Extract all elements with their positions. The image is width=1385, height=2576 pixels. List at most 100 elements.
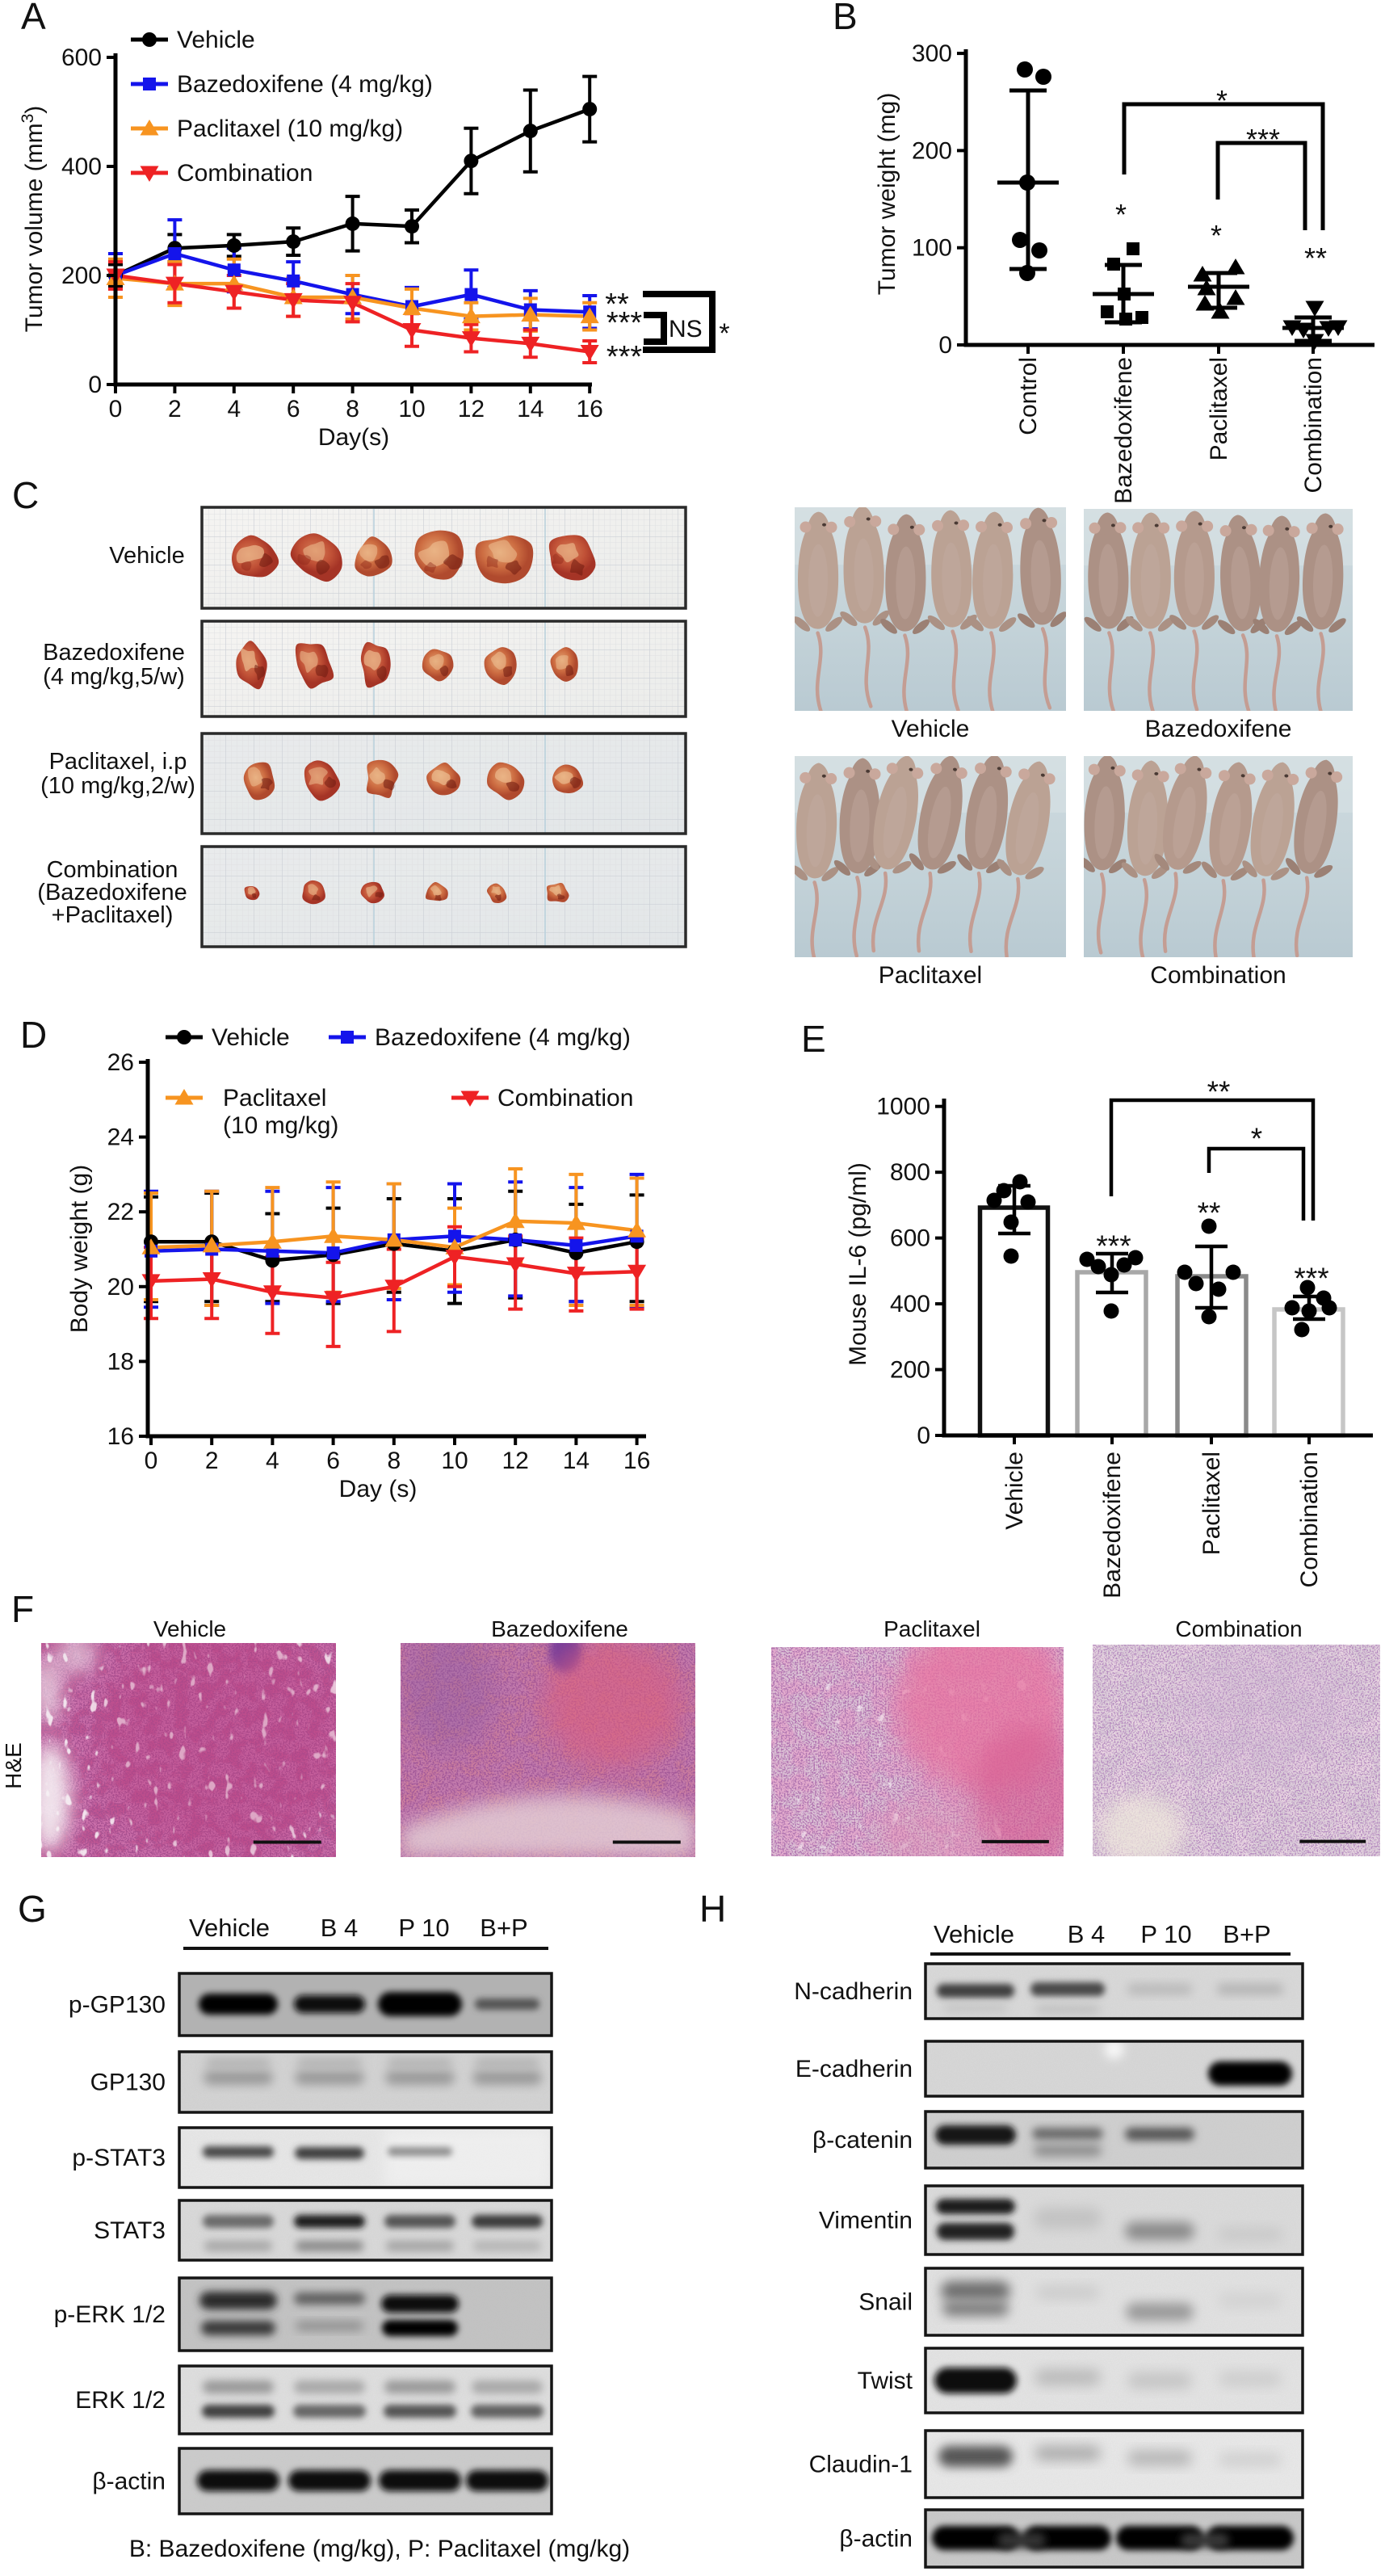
svg-text:600: 600 (890, 1225, 930, 1252)
svg-text:***: *** (1096, 1229, 1131, 1263)
svg-text:6: 6 (287, 396, 300, 422)
svg-text:Day (s): Day (s) (339, 1476, 418, 1502)
svg-text:14: 14 (563, 1448, 590, 1474)
svg-text:STAT3: STAT3 (94, 2217, 166, 2244)
svg-text:0: 0 (109, 396, 123, 422)
svg-text:β-catenin: β-catenin (812, 2127, 913, 2154)
svg-text:N-cadherin: N-cadherin (794, 1978, 913, 2005)
svg-text:Combination: Combination (1296, 1452, 1323, 1587)
svg-text:B: B (833, 0, 858, 37)
svg-text:G: G (18, 1888, 47, 1930)
svg-text:Paclitaxel: Paclitaxel (223, 1085, 326, 1112)
svg-text:4: 4 (266, 1448, 279, 1474)
svg-text:Vehicle: Vehicle (892, 716, 970, 742)
svg-text:10: 10 (398, 396, 425, 422)
svg-text:22: 22 (107, 1199, 134, 1225)
svg-text:E: E (801, 1018, 826, 1060)
svg-text:0: 0 (88, 372, 102, 398)
svg-text:200: 200 (61, 263, 102, 289)
svg-text:400: 400 (890, 1291, 930, 1317)
svg-text:B+P: B+P (480, 1914, 527, 1942)
svg-text:200: 200 (890, 1357, 930, 1384)
svg-text:8: 8 (346, 396, 359, 422)
svg-text:Vehicle: Vehicle (934, 1920, 1014, 1948)
svg-text:Day(s): Day(s) (318, 424, 389, 451)
svg-text:B+P: B+P (1223, 1920, 1270, 1948)
svg-text:***: *** (606, 340, 643, 374)
svg-text:200: 200 (912, 137, 952, 164)
svg-text:F: F (11, 1588, 34, 1630)
svg-text:**: ** (1207, 1075, 1231, 1108)
svg-text:NS: NS (669, 316, 703, 342)
svg-text:14: 14 (517, 396, 544, 422)
svg-text:Paclitaxel (10 mg/kg): Paclitaxel (10 mg/kg) (177, 116, 403, 142)
svg-text:6: 6 (326, 1448, 340, 1474)
svg-text:Control: Control (1015, 357, 1042, 435)
svg-text:Combination: Combination (177, 160, 313, 187)
svg-text:1000: 1000 (876, 1094, 930, 1120)
svg-text:Twist: Twist (858, 2368, 913, 2394)
svg-text:Paclitaxel: Paclitaxel (883, 1616, 980, 1641)
svg-text:H&E: H&E (1, 1742, 26, 1789)
svg-text:2: 2 (168, 396, 182, 422)
svg-text:0: 0 (145, 1448, 158, 1474)
svg-text:24: 24 (107, 1124, 134, 1151)
svg-text:300: 300 (912, 40, 952, 67)
svg-text:**: ** (1304, 242, 1327, 275)
svg-text:GP130: GP130 (90, 2070, 166, 2096)
svg-text:2: 2 (205, 1448, 219, 1474)
svg-text:*: * (1115, 198, 1127, 231)
svg-text:Vehicle: Vehicle (109, 543, 185, 569)
svg-text:Claudin-1: Claudin-1 (809, 2452, 913, 2478)
svg-text:(10 mg/kg): (10 mg/kg) (223, 1112, 338, 1139)
svg-text:8: 8 (387, 1448, 401, 1474)
svg-text:Combination: Combination (47, 857, 178, 883)
svg-text:E-cadherin: E-cadherin (795, 2056, 913, 2082)
svg-text:B: Bazedoxifene (mg/kg), P: Pa: B: Bazedoxifene (mg/kg), P: Paclitaxel (… (129, 2536, 630, 2562)
svg-text:Combination: Combination (1175, 1616, 1302, 1641)
svg-text:16: 16 (107, 1423, 134, 1450)
svg-text:(4 mg/kg,5/w): (4 mg/kg,5/w) (43, 664, 185, 690)
svg-text:10: 10 (441, 1448, 468, 1474)
svg-text:Vehicle: Vehicle (1001, 1452, 1028, 1530)
svg-text:*: * (1211, 219, 1222, 252)
svg-text:p-STAT3: p-STAT3 (72, 2145, 166, 2171)
svg-text:(10 mg/kg,2/w): (10 mg/kg,2/w) (40, 773, 195, 799)
svg-text:*: * (719, 318, 729, 349)
svg-text:Paclitaxel: Paclitaxel (1198, 1452, 1225, 1555)
svg-text:600: 600 (61, 44, 102, 71)
svg-text:P 10: P 10 (1140, 1920, 1191, 1948)
svg-text:800: 800 (890, 1159, 930, 1186)
svg-text:+Paclitaxel): +Paclitaxel) (52, 902, 174, 928)
svg-text:4: 4 (227, 396, 241, 422)
svg-text:Paclitaxel: Paclitaxel (1206, 357, 1232, 460)
svg-text:β-actin: β-actin (839, 2526, 913, 2553)
svg-text:β-actin: β-actin (92, 2469, 166, 2495)
svg-text:*: * (1251, 1122, 1262, 1155)
svg-text:C: C (12, 474, 39, 516)
svg-text:Vehicle: Vehicle (153, 1616, 226, 1641)
svg-text:Bazedoxifene: Bazedoxifene (43, 640, 185, 666)
svg-text:Vehicle: Vehicle (177, 27, 255, 53)
svg-text:D: D (20, 1014, 47, 1056)
svg-text:A: A (21, 0, 46, 37)
svg-text:p-GP130: p-GP130 (69, 1992, 166, 2019)
svg-text:P 10: P 10 (398, 1914, 449, 1942)
svg-text:Vimentin: Vimentin (819, 2208, 913, 2234)
svg-text:0: 0 (938, 332, 952, 359)
svg-text:Snail: Snail (858, 2289, 913, 2316)
svg-text:ERK 1/2: ERK 1/2 (75, 2387, 166, 2414)
svg-text:12: 12 (502, 1448, 529, 1474)
svg-text:B 4: B 4 (321, 1914, 359, 1942)
svg-text:16: 16 (623, 1448, 650, 1474)
svg-text:*: * (1216, 84, 1228, 117)
svg-text:B 4: B 4 (1068, 1920, 1106, 1948)
svg-text:Bazedoxifene: Bazedoxifene (1099, 1452, 1126, 1599)
svg-text:***: *** (1294, 1262, 1328, 1295)
svg-text:0: 0 (917, 1422, 930, 1449)
svg-text:Bazedoxifene (4 mg/kg): Bazedoxifene (4 mg/kg) (375, 1024, 631, 1051)
svg-text:Bazedoxifene: Bazedoxifene (1110, 357, 1137, 504)
svg-text:20: 20 (107, 1274, 134, 1301)
svg-text:100: 100 (912, 235, 952, 262)
svg-text:12: 12 (458, 396, 485, 422)
